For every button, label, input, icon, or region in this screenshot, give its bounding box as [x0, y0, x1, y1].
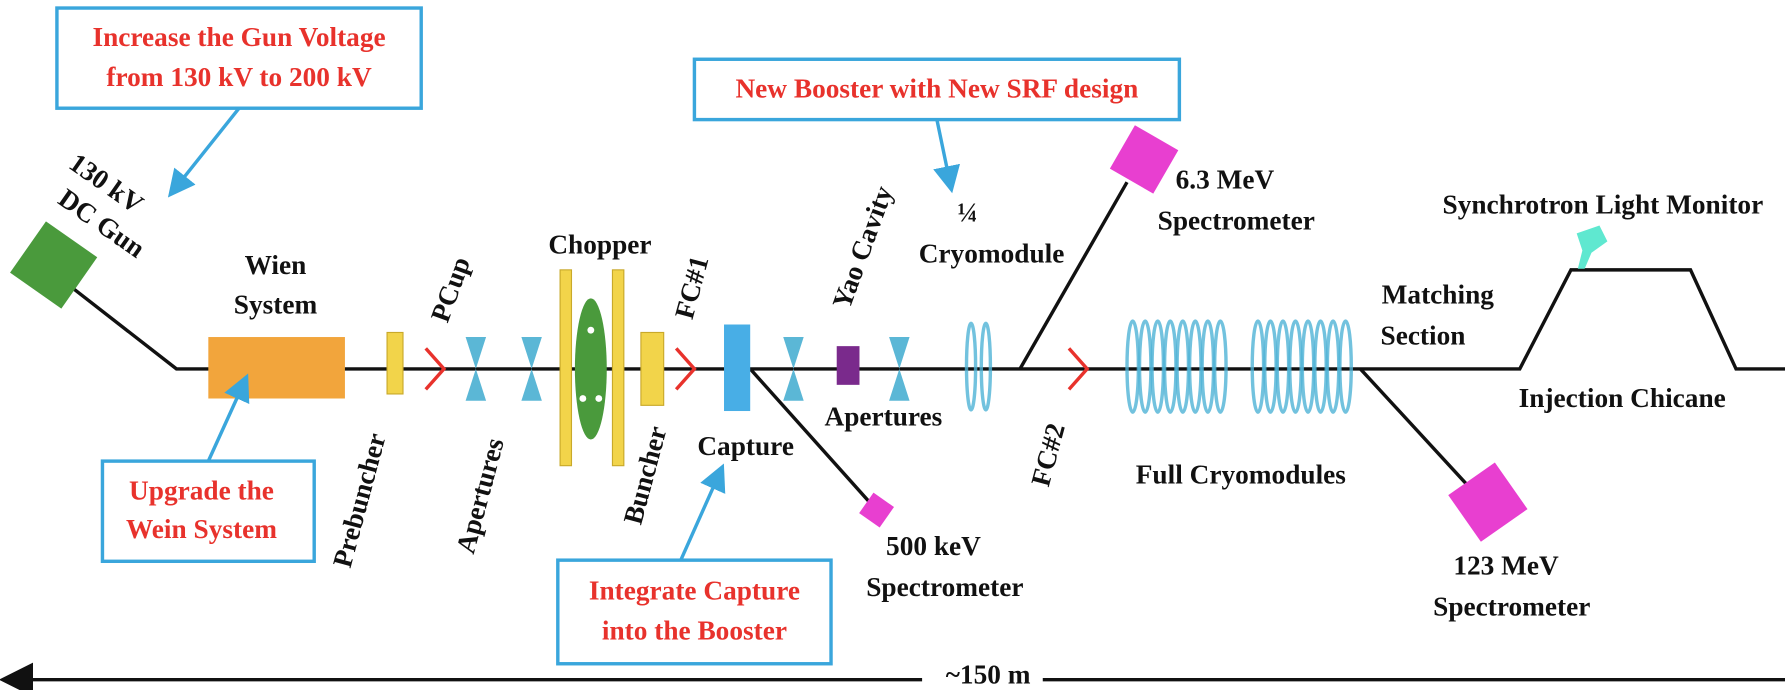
- label: Prebuncher: [327, 430, 392, 571]
- beamline: [67, 181, 1785, 512]
- callout-text: Wein System: [126, 514, 277, 544]
- callout-text: Integrate Capture: [589, 575, 800, 605]
- label: Section: [1381, 320, 1466, 350]
- label: Cryomodule: [919, 238, 1065, 268]
- spectrometer-123mev: [1448, 462, 1528, 542]
- chevrons: [424, 347, 1090, 391]
- label: Spectrometer: [1433, 591, 1590, 621]
- callout-text: from 130 kV to 200 kV: [106, 62, 372, 92]
- label: Wien: [245, 250, 307, 280]
- label: 123 MeV: [1453, 550, 1559, 580]
- label: Synchrotron Light Monitor: [1443, 190, 1764, 220]
- dc-gun: [10, 221, 98, 309]
- cryomodules: [964, 319, 1353, 414]
- spectrometer-500kev: [859, 492, 895, 528]
- yao-cavity: [836, 346, 860, 385]
- chopper: [559, 269, 625, 467]
- label: 500 keV: [886, 531, 981, 561]
- callout-text: Upgrade the: [129, 475, 274, 505]
- length-scale: ~150 m: [0, 660, 1785, 690]
- wien-filter: [208, 337, 345, 399]
- spectrometer-6mev: [1109, 125, 1179, 194]
- light-monitor: [1576, 225, 1608, 269]
- label: FC#2: [1025, 420, 1070, 489]
- label: Yao Cavity: [827, 182, 899, 313]
- buncher: [640, 331, 665, 406]
- length-label: ~150 m: [946, 660, 1031, 690]
- callouts: Increase the Gun Voltage from 130 kV to 2…: [55, 6, 1182, 666]
- label: 6.3 MeV: [1176, 164, 1275, 194]
- label: Matching: [1382, 279, 1495, 309]
- label: Apertures: [824, 401, 942, 431]
- label: Spectrometer: [1158, 205, 1315, 235]
- label: ¼: [957, 197, 977, 227]
- capture: [724, 324, 751, 412]
- label: PCup: [425, 253, 476, 326]
- label: Capture: [697, 431, 794, 461]
- label: Full Cryomodules: [1136, 459, 1346, 489]
- label: Chopper: [548, 229, 651, 259]
- label: Apertures: [450, 435, 509, 557]
- label: Buncher: [618, 423, 673, 528]
- prebuncher: [386, 331, 404, 395]
- label: System: [234, 290, 318, 320]
- callout-text: New Booster with New SRF design: [735, 73, 1138, 103]
- callout-text: into the Booster: [602, 615, 787, 645]
- callout-text: Increase the Gun Voltage: [92, 22, 385, 52]
- label: FC#1: [669, 253, 714, 322]
- label: Spectrometer: [866, 572, 1023, 602]
- label: Injection Chicane: [1519, 383, 1726, 413]
